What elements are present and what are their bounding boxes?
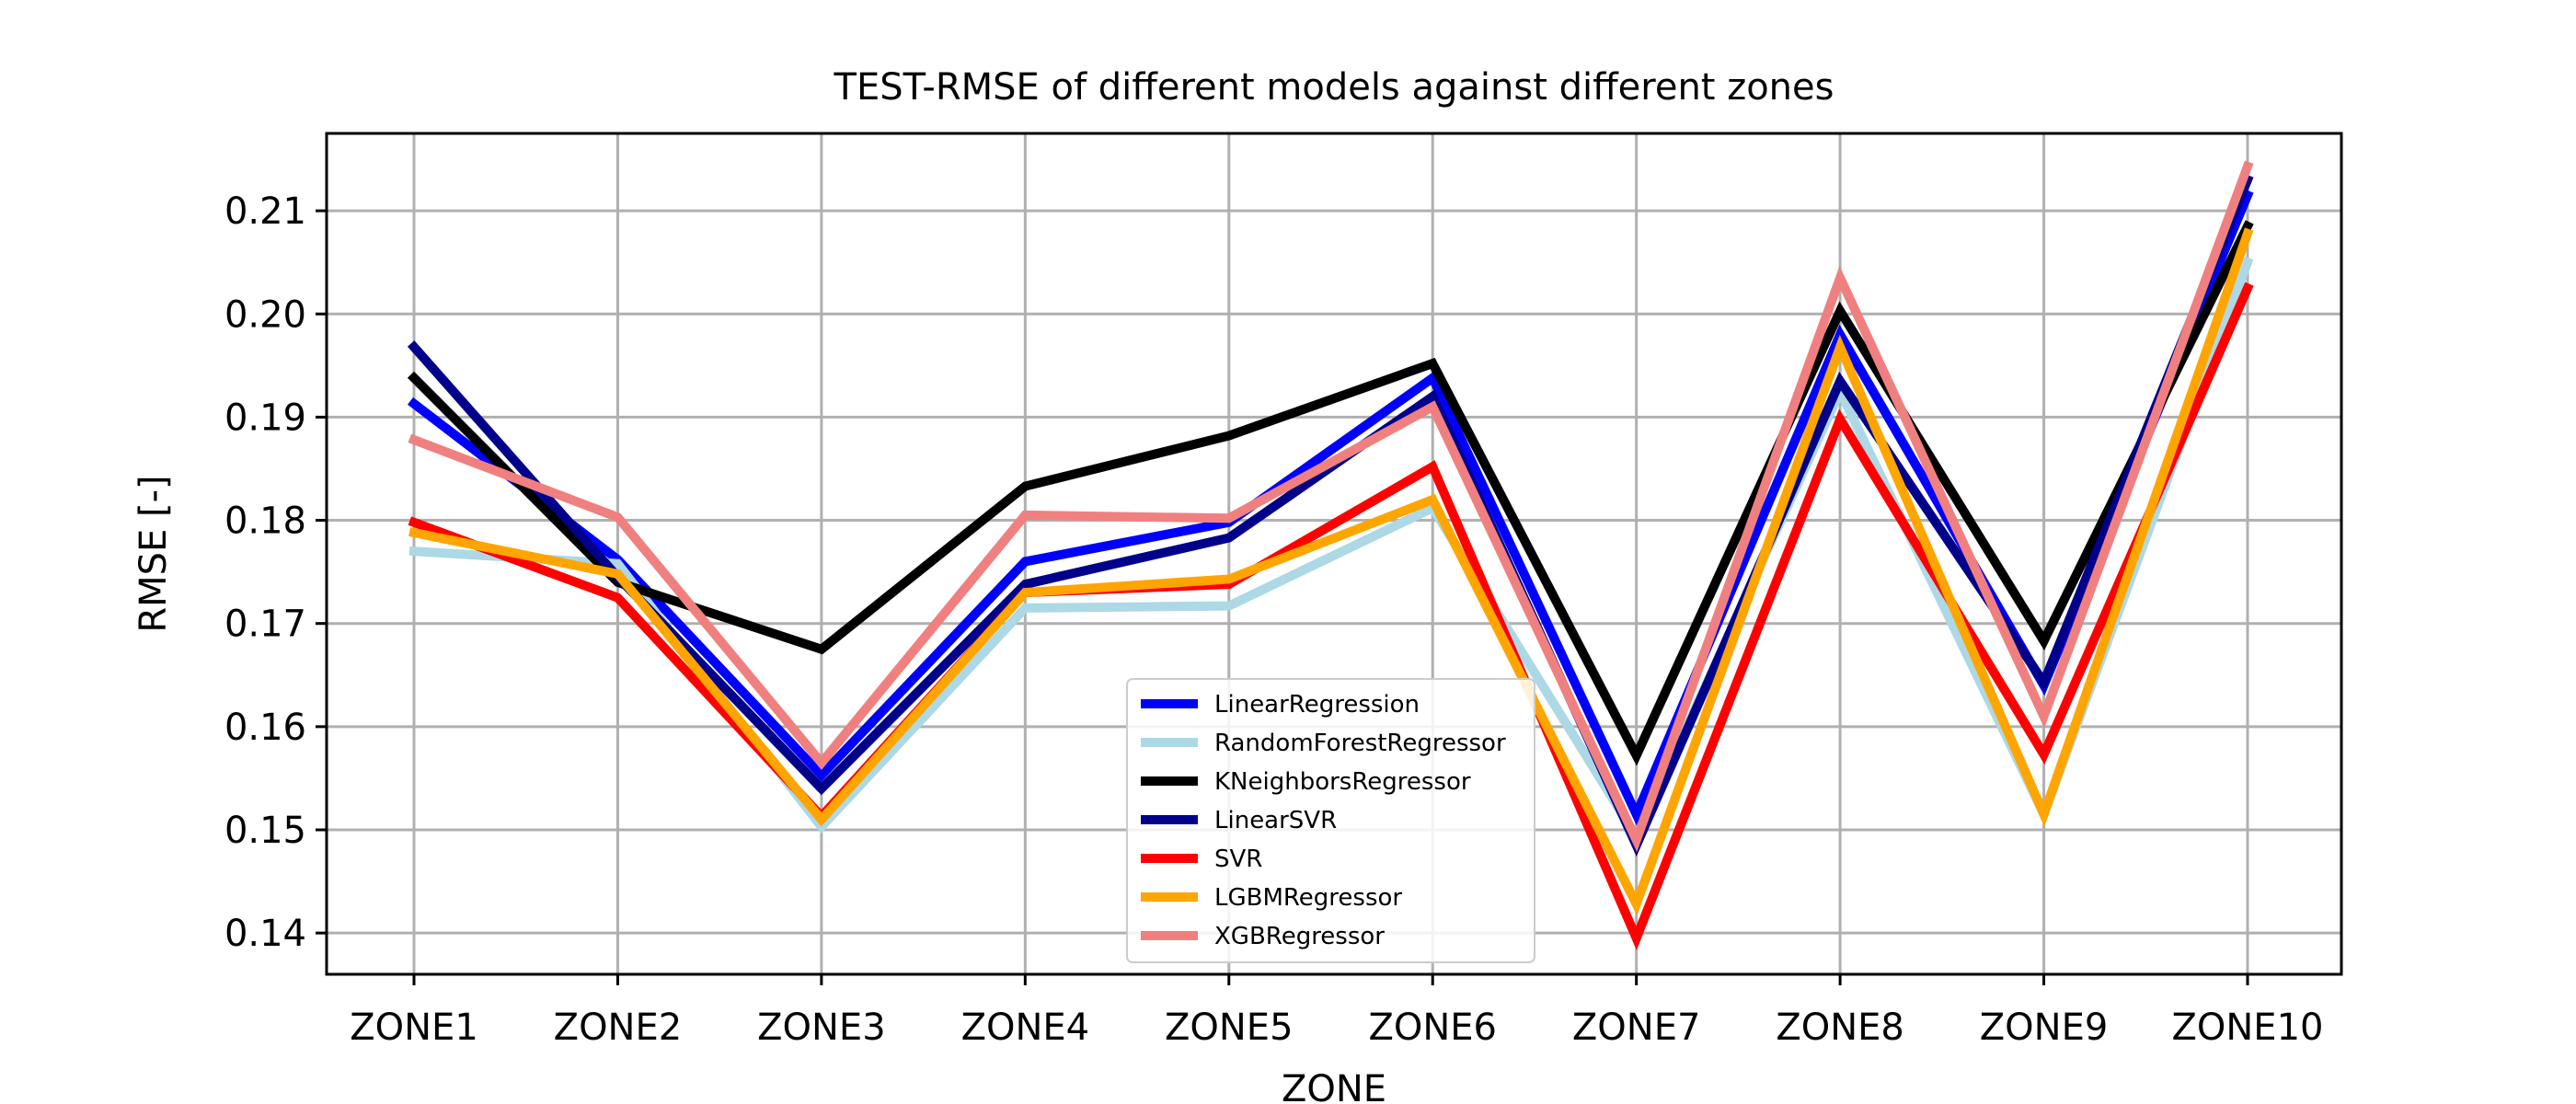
x-axis-ticks: ZONE1 ZONE2 ZONE3 ZONE4 ZONE5 ZONE6 ZONE7 ZONE8… [350,974,2323,1049]
y-tick-label: 0.20 [224,293,306,336]
legend-label: LinearRegression [1214,691,1420,719]
series-lines [407,160,2254,950]
y-tick-label: 0.21 [224,190,306,233]
legend-label: SVR [1214,845,1262,873]
plot-frame [325,132,2343,976]
series-line [408,227,2254,916]
x-tick-label: ZONE7 [1572,1006,1701,1049]
legend-label: XGBRegressor [1214,923,1385,950]
x-tick-label: ZONE4 [961,1006,1090,1049]
x-tick-label: ZONE1 [350,1006,478,1049]
x-tick-label: ZONE6 [1368,1006,1497,1049]
y-tick-label: 0.14 [224,913,306,955]
y-axis-ticks: 0.14 0.15 0.16 0.17 0.18 0.19 0.20 0.21 [224,190,327,955]
chart-title: TEST-RMSE of different models against di… [834,66,1834,109]
legend-label: KNeighborsRegressor [1214,768,1471,796]
x-tick-label: ZONE2 [554,1006,683,1049]
x-tick-label: ZONE10 [2172,1006,2324,1049]
x-tick-label: ZONE3 [757,1006,886,1049]
legend-box [1126,678,1535,963]
series-line [407,220,2254,766]
series-line [408,160,2254,853]
y-axis-label: RMSE [-] [132,475,175,632]
y-tick-label: 0.18 [224,500,306,543]
legend: LinearRegression RandomForestRegressor KNe… [1126,678,1535,963]
y-tick-label: 0.19 [224,397,306,439]
legend-label: LGBMRegressor [1214,884,1402,912]
x-tick-label: ZONE8 [1776,1006,1904,1049]
x-tick-label: ZONE5 [1165,1006,1294,1049]
y-tick-label: 0.17 [224,604,306,646]
y-tick-label: 0.16 [224,707,306,749]
legend-label: LinearSVR [1214,807,1337,834]
y-tick-label: 0.15 [224,810,306,852]
x-axis-label: ZONE [1282,1068,1386,1104]
x-tick-label: ZONE9 [1980,1006,2109,1049]
legend-label: RandomForestRegressor [1214,730,1506,757]
series-line [407,189,2254,826]
